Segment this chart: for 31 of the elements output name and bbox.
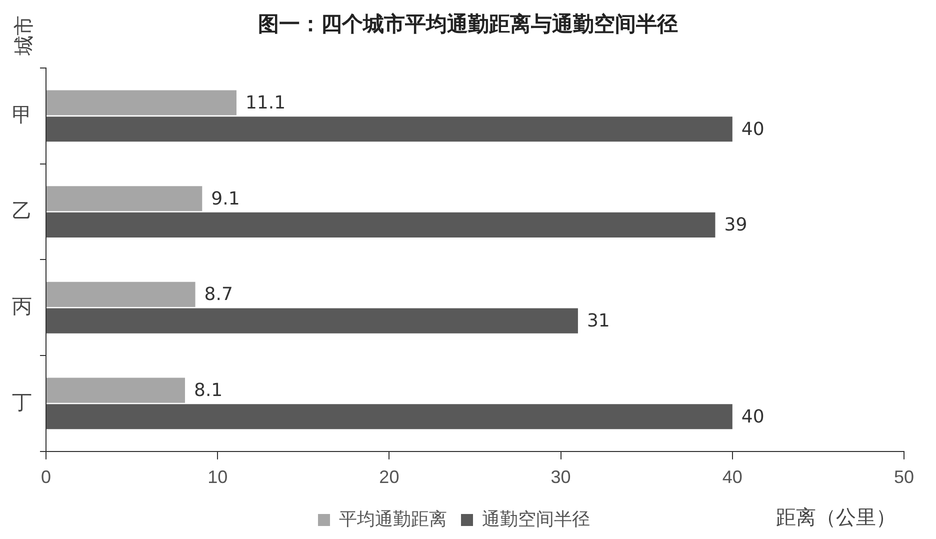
bar bbox=[46, 404, 732, 430]
bar bbox=[46, 308, 578, 334]
data-label: 8.7 bbox=[204, 284, 233, 306]
x-tick-label: 40 bbox=[722, 467, 742, 488]
legend-label: 平均通勤距离 bbox=[339, 508, 447, 529]
data-label: 9.1 bbox=[211, 188, 240, 210]
bar bbox=[46, 282, 196, 307]
data-label: 11.1 bbox=[245, 92, 286, 114]
data-label: 39 bbox=[724, 214, 748, 236]
x-tick-label: 30 bbox=[550, 467, 571, 488]
x-tick-label: 0 bbox=[40, 467, 52, 488]
y-tick-label: 丙 bbox=[12, 296, 32, 318]
data-label: 40 bbox=[741, 118, 764, 140]
bar bbox=[46, 116, 732, 142]
data-label: 31 bbox=[586, 310, 610, 332]
x-tick-label: 50 bbox=[894, 467, 914, 488]
data-label: 40 bbox=[741, 406, 764, 428]
y-tick-label: 乙 bbox=[12, 200, 32, 222]
x-tick-label: 10 bbox=[208, 467, 228, 488]
x-tick-label: 20 bbox=[379, 467, 400, 488]
y-tick-label: 丁 bbox=[12, 392, 32, 414]
bar bbox=[46, 378, 185, 403]
bar bbox=[46, 90, 236, 116]
chart-title: 图一：四个城市平均通勤距离与通勤空间半径 bbox=[258, 12, 678, 36]
y-axis-title: 城市 bbox=[10, 16, 36, 56]
bar bbox=[46, 186, 202, 212]
x-axis-title: 距离（公里） bbox=[776, 504, 896, 531]
data-label: 8.1 bbox=[194, 380, 223, 401]
legend-label: 通勤空间半径 bbox=[482, 508, 590, 529]
y-tick-label: 甲 bbox=[12, 104, 32, 126]
bar bbox=[46, 212, 716, 238]
